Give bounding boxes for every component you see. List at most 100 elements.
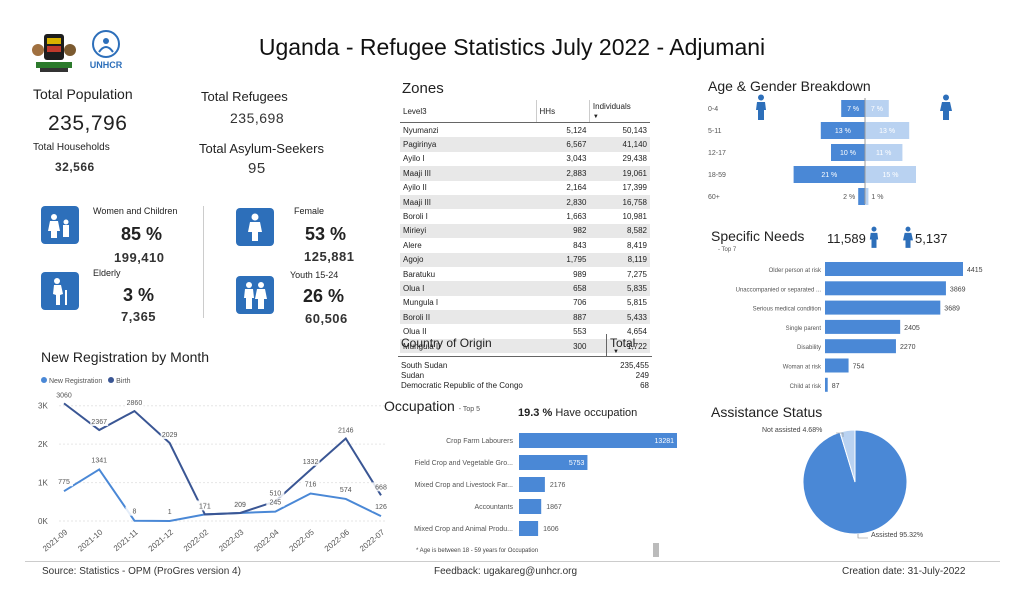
female-icon [903,226,913,253]
total-population-value: 235,796 [48,112,128,135]
female-pct-label: 11 % [876,150,891,157]
data-label: 126 [375,504,387,511]
data-label: 1341 [91,457,107,464]
occupation-bar [519,433,677,448]
occupation-bar [519,477,545,492]
zone-name-cell: Maaji III [400,166,537,181]
specific-need-value: 3689 [944,306,960,313]
occupation-value-label: 2176 [550,482,566,489]
zones-row[interactable]: Pagirinya 6,567 41,140 [400,137,650,152]
specific-needs-female-count: 5,137 [915,231,948,246]
scrollbar[interactable] [653,543,659,557]
zones-row[interactable]: Boroli I 1,663 10,981 [400,209,650,223]
zone-individuals-cell: 5,433 [589,310,650,325]
zones-header-individuals[interactable]: Individuals ▼ [589,100,650,123]
specific-need-label: Older person at risk [769,268,822,274]
registration-legend: New Registration Birth [41,377,131,385]
male-bar [793,166,865,183]
zones-row[interactable]: Baratuku 989 7,275 [400,267,650,281]
footer-feedback[interactable]: Feedback: ugakareg@unhcr.org [434,566,578,577]
zones-row[interactable]: Alere 843 8,419 [400,238,650,252]
legend-label-birth: Birth [116,378,131,385]
zone-name-cell: Pagirinya [400,137,537,152]
youth-icon [236,276,274,314]
female-count: 125,881 [304,249,355,264]
female-label: Female [294,206,325,216]
data-label: 8 [132,509,136,516]
data-label: 775 [58,479,70,486]
zones-row[interactable]: Maaji III 2,830 16,758 [400,194,650,210]
zone-name-cell: Ayilo II [403,183,427,193]
zones-row[interactable]: Mungula II 300 1,722 [400,338,650,354]
women-children-count: 199,410 [114,250,165,265]
youth-count: 60,506 [305,311,348,326]
origin-row[interactable]: South Sudan 235,455 [398,360,652,370]
origin-title[interactable]: Country of Origin [401,336,492,350]
zones-row[interactable]: Nyumanzi 5,124 50,143 [400,123,650,138]
zones-row[interactable]: Agojo 1,795 8,119 [400,252,650,267]
zone-hhs-cell: 2,830 [536,194,590,210]
zone-individuals-cell: 10,981 [622,212,647,222]
zones-header-hhs[interactable]: HHs [536,100,590,123]
occupation-title-text: Occupation [384,398,455,414]
specific-need-value: 4415 [967,267,983,274]
age-gender-chart: 0-4 7 % 7 % 5-11 13 % 13 % 12-17 10 % 11 % 18-59 2… [708,98,916,205]
zones-row[interactable]: Mirieyi 982 8,582 [400,223,650,239]
data-label-bg [125,506,144,516]
occupation-value-label: 5753 [569,460,585,467]
kpi-divider [203,206,204,318]
zones-row[interactable]: Ayilo I 3,043 29,438 [400,152,650,166]
zone-individuals-cell: 4,654 [626,327,647,337]
origin-country-cell: Sudan [401,370,425,380]
zone-hhs-cell: 989 [573,269,587,279]
occupation-bar-chart: Crop Farm Labourers 13281 Field Crop and V… [414,433,677,536]
origin-row[interactable]: Sudan 249 [398,370,652,380]
data-label: 574 [340,487,352,494]
zone-hhs-cell: 887 [536,310,590,325]
y-tick-label: 2K [38,440,48,449]
specific-need-value: 2405 [904,325,920,332]
age-gender-title: Age & Gender Breakdown [708,78,871,94]
zones-row[interactable]: Mungula I 706 5,815 [400,296,650,310]
sort-down-icon: ▼ [613,349,619,355]
occupation-category-label: Crop Farm Labourers [446,438,513,445]
occupation-value-label: 13281 [655,438,675,445]
origin-row[interactable]: Democratic Republic of the Congo 68 [398,380,652,390]
occupation-category-label: Accountants [474,504,513,511]
origin-total-label[interactable]: Total [610,336,636,350]
zone-individuals-cell: 29,438 [622,154,647,164]
occupation-bar [519,455,588,470]
legend-marker-new [41,377,47,383]
zones-header-individuals-label: Individuals [592,102,631,111]
x-tick-label: 2022-03 [217,527,246,553]
data-label-bg [301,456,320,466]
male-pct-label: 13 % [835,128,851,135]
zone-individuals-cell: 8,119 [589,252,650,267]
data-label: 668 [375,484,387,491]
legend-marker-birth [108,377,115,383]
specific-need-bar [825,358,849,373]
zones-header-level3[interactable]: Level3 [400,100,537,123]
data-label-bg [195,501,214,511]
occupation-bar [519,499,542,514]
assistance-title: Assistance Status [711,404,823,420]
female-bar [865,100,889,117]
zones-row[interactable]: Ayilo II 2,164 17,399 [400,181,650,195]
zones-row[interactable]: Olua I 658 5,835 [400,281,650,296]
female-bar [865,188,869,205]
data-label-bg [55,390,73,400]
female-pct: 53 % [305,224,347,244]
zones-row[interactable]: Olua II 553 4,654 [400,324,650,338]
series-line-birth [63,402,382,516]
age-group-label: 18-59 [708,172,726,179]
zones-row[interactable]: Boroli II 887 5,433 [400,310,650,325]
total-refugees-value: 235,698 [230,110,285,126]
zone-name-cell: Olua II [403,327,427,337]
zone-name-cell: Mirieyi [400,223,537,239]
zones-row[interactable]: Maaji III 2,883 19,061 [400,166,650,181]
data-label-bg [336,484,355,494]
data-label-bg [336,425,355,435]
specific-needs-male-count: 11,589 [827,231,866,246]
uganda-coat-of-arms-logo [30,28,78,74]
occupation-value-label: 1867 [546,504,562,511]
